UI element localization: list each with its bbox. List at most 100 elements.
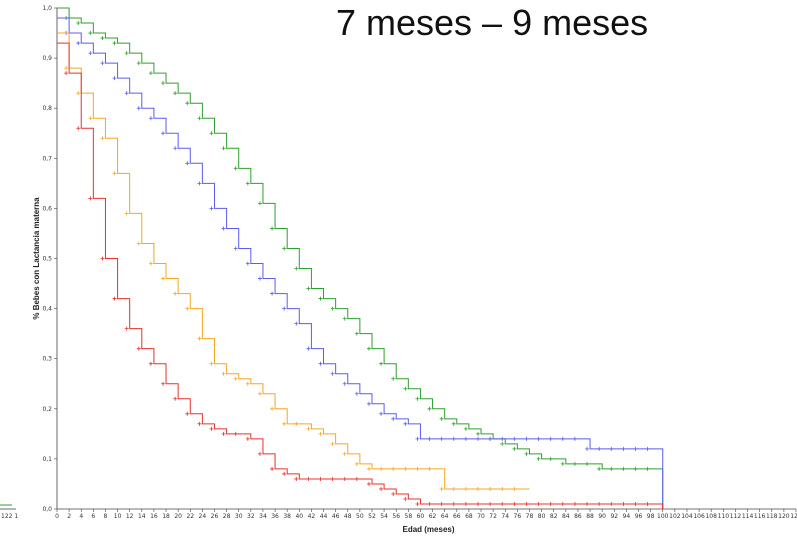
censor-mark [512,501,517,506]
censor-mark [136,61,141,66]
censor-mark [597,446,602,451]
censor-mark [633,466,638,471]
x-tick-label: 40 [295,513,303,520]
censor-mark [427,501,432,506]
x-tick-label: 46 [332,513,340,520]
censor-mark [209,131,214,136]
censor-mark [403,496,408,501]
censor-mark [148,71,153,76]
x-tick-label: 116 [754,513,766,520]
censor-mark [415,501,420,506]
censor-mark [64,66,69,71]
series-step-line [57,42,664,509]
x-tick-label: 16 [150,513,158,520]
censor-mark [282,471,287,476]
censor-mark [391,416,396,421]
censor-mark [136,346,141,351]
censor-mark [294,266,299,271]
censor-mark [306,286,311,291]
censor-mark [548,456,553,461]
x-tick-label: 66 [453,513,461,520]
x-tick-label: 48 [344,513,352,520]
x-tick-label: 112 [730,513,742,520]
censor-mark [64,71,69,76]
y-tick-label: 0,6 [42,205,52,212]
censor-mark [572,436,577,441]
x-tick-label: 100 [657,513,669,520]
censor-mark [185,411,190,416]
censor-mark [76,126,81,131]
censor-mark [415,466,420,471]
censor-mark [282,306,287,311]
censor-mark [330,371,335,376]
censor-mark [270,406,275,411]
x-tick-label: 88 [586,513,594,520]
censor-mark [476,486,481,491]
censor-mark [415,396,420,401]
censor-mark [161,81,166,86]
censor-mark [403,421,408,426]
censor-mark [173,91,178,96]
censor-mark [173,291,178,296]
x-tick-label: 122 [790,513,797,520]
censor-mark [221,371,226,376]
x-tick-label: 56 [392,513,400,520]
censor-mark [366,466,371,471]
censor-mark [197,116,202,121]
x-tick-label: 44 [320,513,328,520]
censor-mark [330,476,335,481]
censor-mark [609,501,614,506]
x-tick-label: 82 [550,513,558,520]
censor-mark [221,431,226,436]
x-tick-label: 2 [67,513,71,520]
censor-mark [221,226,226,231]
censor-mark [476,436,481,441]
censor-mark [500,486,505,491]
censor-mark [379,361,384,366]
censor-mark [209,206,214,211]
censor-mark [560,501,565,506]
censor-mark [500,436,505,441]
censor-mark [112,41,117,46]
censor-mark [597,466,602,471]
axes: 0,00,10,20,30,40,50,60,70,80,91,00 2 4 6 8 10… [32,5,797,534]
censor-mark [585,461,590,466]
censor-mark [379,466,384,471]
censor-mark [536,456,541,461]
censor-mark [488,436,493,441]
x-tick-label: 38 [283,513,291,520]
censor-mark [645,501,650,506]
censor-mark [112,76,117,81]
censor-mark [585,446,590,451]
censor-mark [161,276,166,281]
censor-mark [318,476,323,481]
censor-mark [560,461,565,466]
censor-mark [76,41,81,46]
censor-mark [173,396,178,401]
x-tick-label: 8 [104,513,108,520]
censor-mark [463,436,468,441]
censor-mark [645,446,650,451]
x-tick-label: 12 [126,513,134,520]
y-tick-label: 0,5 [42,256,52,263]
chart-title: 7 meses – 9 meses [336,2,649,43]
censor-mark [379,486,384,491]
censor-mark [463,486,468,491]
x-tick-label: 42 [308,513,316,520]
x-tick-label: 78 [526,513,534,520]
censor-mark [427,406,432,411]
censor-mark [148,261,153,266]
censor-mark [245,181,250,186]
censor-mark [185,161,190,166]
x-tick-label: 4 [79,513,83,520]
censor-mark [488,501,493,506]
censor-mark [451,501,456,506]
censor-mark [500,501,505,506]
censor-mark [560,436,565,441]
x-tick-label: 74 [501,513,509,520]
censor-mark [463,501,468,506]
censor-mark [366,346,371,351]
censor-mark [306,476,311,481]
censor-mark [270,291,275,296]
